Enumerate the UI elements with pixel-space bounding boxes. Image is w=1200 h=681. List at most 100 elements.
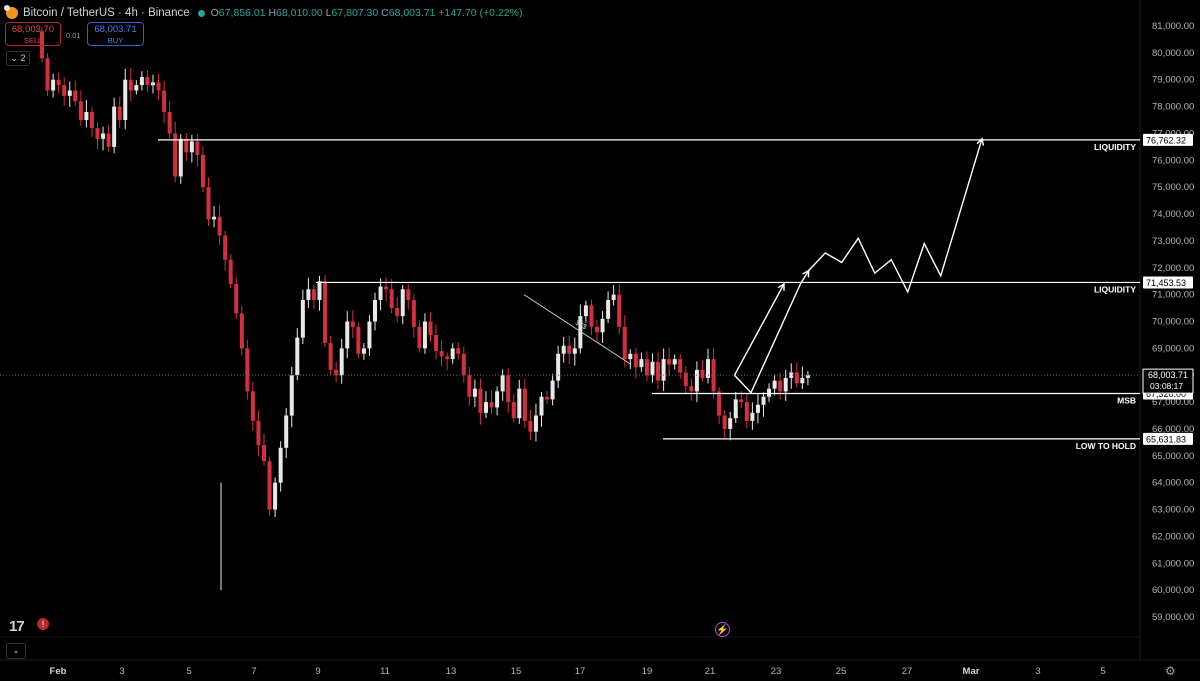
y-tick-label: 81,000.00 (1152, 21, 1194, 32)
y-tick-label: 67,000.00 (1152, 397, 1194, 408)
y-tick-label: 65,000.00 (1152, 451, 1194, 462)
current-price-value: 68,003.71 (1148, 370, 1188, 380)
candle-body (356, 326, 361, 354)
candle-body (78, 101, 83, 121)
indicators-toggle[interactable]: ⌄ 2 (6, 51, 30, 66)
candle-body (445, 356, 450, 360)
candle-body (223, 235, 228, 260)
alert-icon[interactable]: ! (37, 618, 49, 630)
y-tick-label: 79,000.00 (1152, 75, 1194, 86)
candle-body (511, 402, 516, 419)
flash-icon[interactable]: ⚡ (715, 622, 730, 637)
candle-body (528, 420, 533, 432)
candle-body (489, 402, 494, 408)
x-tick-label: Mar (963, 666, 980, 677)
candle-body (156, 82, 161, 91)
candle-body (750, 412, 755, 421)
candle-body (256, 420, 261, 446)
x-tick-label: 3 (119, 666, 124, 677)
low-label: L (325, 7, 332, 19)
candle-body (339, 348, 344, 376)
candle-body (517, 388, 522, 419)
candle-body (295, 337, 300, 376)
candle-body (506, 375, 511, 403)
candle-body (212, 216, 217, 220)
tradingview-logo-icon[interactable]: 17 (9, 618, 25, 635)
candle-body (550, 380, 555, 400)
sell-button[interactable]: 68,003.70 SELL (5, 22, 61, 46)
level-price: 65,631.83 (1146, 434, 1186, 444)
x-tick-label: 3 (1035, 666, 1040, 677)
y-tick-label: 59,000.00 (1152, 612, 1194, 623)
high-label: H (268, 7, 277, 19)
candle-body (389, 289, 394, 309)
candle-body (606, 300, 611, 319)
sell-label: SELL (23, 36, 43, 45)
y-tick-label: 71,000.00 (1152, 290, 1194, 301)
arrow-head (802, 269, 810, 278)
candle-body (595, 326, 599, 333)
candle-body (733, 399, 738, 419)
candle-body (250, 391, 255, 421)
candle-body (428, 321, 433, 335)
candle-body (417, 326, 422, 349)
candle-body (661, 359, 666, 381)
candle-body (739, 399, 744, 403)
candle-body (805, 375, 810, 378)
x-tick-label: 25 (836, 666, 847, 677)
candle-body (228, 259, 233, 284)
candle-body (350, 321, 355, 327)
candle-body (572, 348, 577, 354)
y-tick-label: 73,000.00 (1152, 236, 1194, 247)
candle-body (289, 375, 294, 416)
candle-body (117, 106, 122, 121)
spread-value: 0.01 (66, 31, 81, 40)
symbol-title[interactable]: Bitcoin / TetherUS · 4h · Binance (23, 7, 190, 19)
candle-body (45, 58, 50, 91)
candle-body (234, 283, 239, 314)
bitcoin-logo-icon (4, 5, 18, 19)
candle-body (206, 187, 211, 220)
candle-body (706, 359, 710, 378)
candle-body (167, 111, 172, 134)
candle-body (67, 90, 72, 96)
x-tick-label: 7 (251, 666, 256, 677)
level-price: 76,762.32 (1146, 135, 1186, 145)
candle-body (644, 359, 649, 376)
candle-body (95, 128, 100, 139)
y-tick-label: 70,000.00 (1152, 317, 1194, 328)
candle-body (628, 353, 633, 360)
level-price-tag (1143, 276, 1193, 289)
y-tick-label: 63,000.00 (1152, 505, 1194, 516)
candle-body (761, 396, 766, 405)
x-tick-label: 27 (902, 666, 913, 677)
candle-body (367, 321, 372, 349)
candle-body (106, 133, 111, 147)
candle-body (245, 348, 250, 392)
candle-body (578, 316, 583, 349)
candle-body (361, 348, 366, 354)
candle-body (300, 300, 305, 338)
buy-button[interactable]: 68,003.71 BUY (87, 22, 144, 46)
candle-body (239, 313, 244, 349)
candle-body (789, 372, 794, 378)
candle-body (306, 289, 311, 301)
chevron-down-icon[interactable]: ⌄ (6, 643, 26, 659)
candle-body (139, 77, 144, 86)
y-tick-label: 76,000.00 (1152, 155, 1194, 166)
candle-body (450, 348, 455, 360)
x-tick-label: 11 (380, 666, 390, 677)
candle-body (744, 402, 749, 421)
candle-body (800, 377, 805, 384)
candle-body (672, 359, 677, 365)
x-tick-label: 15 (511, 666, 522, 677)
candle-body (683, 372, 688, 386)
candle-body (173, 133, 178, 177)
candle-body (561, 345, 566, 354)
candle-body (89, 111, 94, 129)
gear-icon[interactable]: ⚙ (1165, 664, 1176, 678)
candle-body (633, 353, 638, 368)
candle-body (728, 418, 733, 429)
ohlc-values: O67,856.01 H68,010.00 L67,807.30 C68,003… (211, 7, 523, 19)
